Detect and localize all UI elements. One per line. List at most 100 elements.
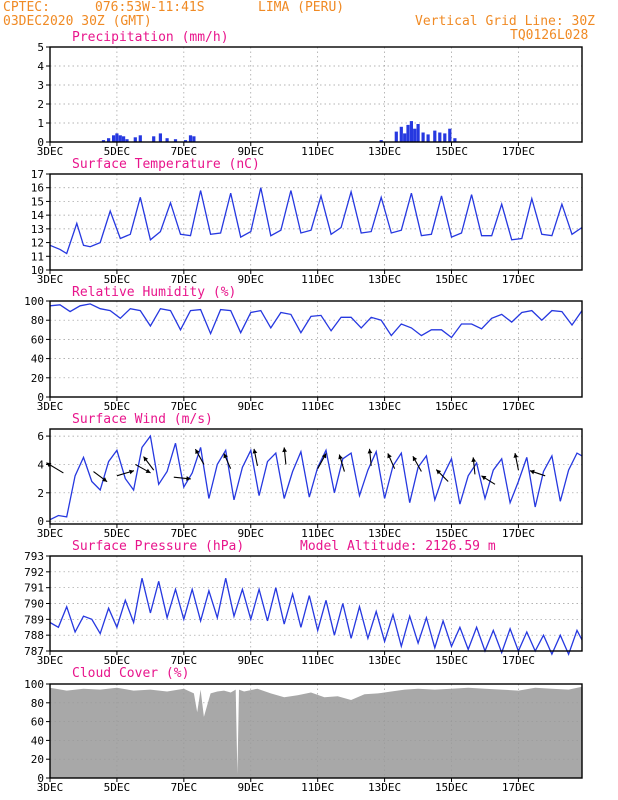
wind-arrow-head <box>412 456 418 462</box>
precip-bar <box>399 126 403 142</box>
wind-arrow-head <box>436 469 442 475</box>
rh-ytick-label: 80 <box>31 314 44 327</box>
temperature-title: Surface Temperature (nC) <box>72 157 260 172</box>
pres-ytick-label: 790 <box>24 598 44 611</box>
temp-xtick-label: 11DEC <box>301 273 334 286</box>
precip-xtick-label: 9DEC <box>238 145 265 158</box>
precip-bar <box>158 133 162 142</box>
pres-ytick-label: 787 <box>24 645 44 658</box>
wind-arrow-head <box>321 453 327 459</box>
temp-ytick-label: 13 <box>31 223 44 236</box>
precip-bar <box>183 140 188 142</box>
humidity-panel: Relative Humidity (%) 0 20 40 60 80 100 3DEC 5D… <box>24 285 583 413</box>
header: CPTEC: 076:53W-11:41S LIMA (PERU) 03DEC2… <box>3 0 595 43</box>
precip-bar <box>188 135 193 142</box>
temp-xtick-label: 7DEC <box>171 273 198 286</box>
temp-xtick-label: 13DEC <box>368 273 401 286</box>
wind-arrow-head <box>387 453 392 459</box>
precip-frame <box>49 46 583 143</box>
pres-ytick-label: 789 <box>24 613 44 626</box>
rh-ytick-label: 60 <box>31 333 44 346</box>
rh-frame <box>49 300 583 398</box>
wind-arrow-head <box>471 457 477 462</box>
precip-bar <box>133 137 137 143</box>
rh-xtick-label: 11DEC <box>301 400 334 413</box>
cloud-ytick-label: 80 <box>31 697 44 710</box>
rh-xtick-label: 3DEC <box>37 400 64 413</box>
precip-xtick-label: 5DEC <box>104 145 131 158</box>
wind-arrow-head <box>529 469 535 475</box>
precip-bar <box>413 128 417 142</box>
cloud-ytick-label: 0 <box>37 772 44 785</box>
pres-xtick-label: 7DEC <box>171 654 198 667</box>
wind-ytick-label: 4 <box>37 458 44 471</box>
precip-bar <box>403 133 407 142</box>
cloud-ytick-label: 40 <box>31 734 44 747</box>
rh-ytick-label: 100 <box>24 295 44 308</box>
temperature-panel: Surface Temperature (nC) 101112131415161… <box>31 157 583 286</box>
pres-ytick-label: 793 <box>24 550 44 563</box>
wind-arrow-head <box>481 475 487 481</box>
precip-xtick-label: 15DEC <box>435 145 468 158</box>
pres-frame <box>49 555 583 652</box>
model-altitude: Model Altitude: 2126.59 m <box>300 539 496 554</box>
wind-arrow-head <box>195 449 200 455</box>
precip-bar <box>394 131 398 142</box>
precip-bar <box>122 136 126 142</box>
wind-xtick-label: 9DEC <box>238 527 265 540</box>
precip-bar <box>192 136 196 142</box>
precip-bar <box>406 124 410 142</box>
temp-ytick-label: 16 <box>31 182 44 195</box>
header-code: TQ0126L028 <box>510 28 588 43</box>
wind-xtick-label: 17DEC <box>502 527 535 540</box>
precip-ytick-label: 1 <box>37 117 44 130</box>
wind-arrow-head <box>145 468 151 473</box>
precip-bar <box>443 133 447 142</box>
cloud-cover-title: Cloud Cover (%) <box>72 666 189 681</box>
temp-ytick-label: 12 <box>31 237 44 250</box>
cloud-frame <box>49 683 583 779</box>
precip-ytick-label: 3 <box>37 79 44 92</box>
temp-frame <box>49 173 583 271</box>
wind-ytick-label: 6 <box>37 430 44 443</box>
pressure-panel: Surface Pressure (hPa) Model Altitude: 2… <box>24 539 583 667</box>
pres-xtick-label: 13DEC <box>368 654 401 667</box>
temp-ytick-label: 11 <box>31 250 44 263</box>
pres-xtick-label: 3DEC <box>37 654 64 667</box>
header-coords: 076:53W-11:41S <box>95 0 205 15</box>
rh-xtick-label: 15DEC <box>435 400 468 413</box>
precip-bar <box>448 128 452 142</box>
temp-xtick-label: 9DEC <box>238 273 265 286</box>
precip-bar <box>426 134 430 142</box>
pres-xtick-label: 11DEC <box>301 654 334 667</box>
cloud-xtick-label: 9DEC <box>238 781 265 794</box>
rh-xtick-label: 13DEC <box>368 400 401 413</box>
precip-bar <box>421 132 425 142</box>
wind-arrow-head <box>252 448 258 454</box>
cloud-ytick-label: 100 <box>24 678 44 691</box>
cloud-ytick-label: 60 <box>31 716 44 729</box>
cloud-xtick-label: 7DEC <box>171 781 198 794</box>
pres-xtick-label: 5DEC <box>104 654 131 667</box>
rh-ytick-label: 40 <box>31 353 44 366</box>
precip-ytick-label: 5 <box>37 41 44 54</box>
cloud-cover-panel: Cloud Cover (%) 0 20 40 60 80 100 3DEC 5DEC 7DEC… <box>24 666 583 794</box>
precip-xtick-label: 11DEC <box>301 145 334 158</box>
wind-panel: Surface Wind (m/s) 0 2 4 6 3DEC 5DEC 7DEC 9DEC 1… <box>37 412 583 540</box>
cloud-xtick-label: 13DEC <box>368 781 401 794</box>
precip-ytick-label: 0 <box>37 136 44 149</box>
rh-xtick-label: 9DEC <box>238 400 265 413</box>
rh-ytick-label: 0 <box>37 391 44 404</box>
precip-xtick-label: 7DEC <box>171 145 198 158</box>
temp-xtick-label: 3DEC <box>37 273 64 286</box>
pres-ytick-label: 788 <box>24 629 44 642</box>
wind-frame <box>49 428 583 525</box>
wind-ytick-label: 2 <box>37 487 44 500</box>
pres-xtick-label: 9DEC <box>238 654 265 667</box>
pres-ytick-label: 791 <box>24 582 44 595</box>
pres-xtick-label: 17DEC <box>502 654 535 667</box>
temp-xtick-label: 15DEC <box>435 273 468 286</box>
wind-arrow-head <box>129 469 134 475</box>
precip-bar <box>125 139 129 142</box>
